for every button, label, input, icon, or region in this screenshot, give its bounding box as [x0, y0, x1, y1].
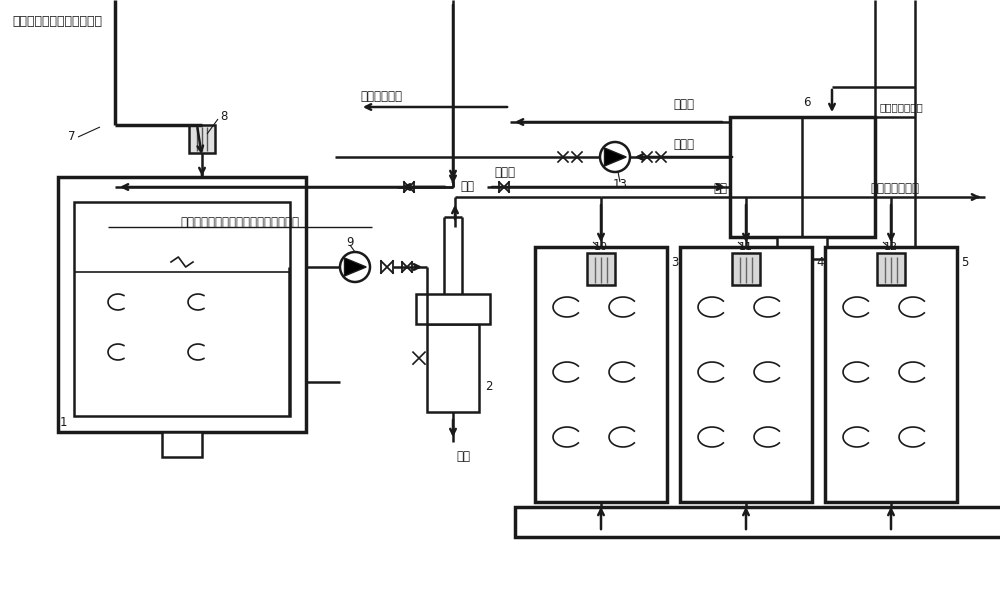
- Text: 油渣系统出水管: 油渣系统出水管: [880, 102, 924, 112]
- Bar: [535, 247, 667, 502]
- Text: 10: 10: [594, 242, 608, 252]
- Text: 7: 7: [68, 131, 76, 143]
- Bar: [825, 247, 957, 502]
- Polygon shape: [344, 258, 366, 276]
- Bar: [74, 202, 290, 416]
- Text: 5: 5: [961, 256, 968, 268]
- Text: 4: 4: [816, 256, 824, 268]
- Text: 2: 2: [485, 381, 492, 393]
- Text: 去污水处理厂: 去污水处理厂: [360, 90, 402, 104]
- Text: 沼气: 沼气: [713, 183, 727, 195]
- Text: 隔油池或气浮池排出的油渣: 隔油池或气浮池排出的油渣: [12, 15, 102, 28]
- Text: 9: 9: [346, 236, 354, 248]
- Text: 1: 1: [60, 416, 68, 429]
- Bar: [587, 253, 615, 285]
- Text: 12: 12: [884, 242, 898, 252]
- Text: 污泥管: 污泥管: [673, 138, 694, 152]
- Bar: [680, 247, 812, 502]
- Text: 6: 6: [803, 95, 811, 109]
- Text: 去沼气回收装置: 去沼气回收装置: [870, 183, 919, 195]
- Text: 上清液: 上清液: [673, 98, 694, 112]
- Text: 超越管: 超越管: [494, 166, 515, 178]
- Text: 沼气: 沼气: [460, 180, 474, 194]
- Bar: [732, 253, 760, 285]
- Polygon shape: [604, 148, 626, 166]
- Bar: [416, 294, 490, 324]
- Bar: [515, 507, 1000, 537]
- Bar: [58, 177, 306, 432]
- Text: 13: 13: [613, 178, 627, 191]
- Text: 未自污水处理系统内部的沼气收集装置: 未自污水处理系统内部的沼气收集装置: [180, 215, 300, 228]
- Bar: [427, 324, 479, 412]
- Text: 11: 11: [739, 242, 753, 252]
- Text: 8: 8: [220, 110, 227, 123]
- Text: 沼气: 沼气: [456, 450, 470, 464]
- Bar: [189, 125, 215, 153]
- Text: 3: 3: [671, 256, 678, 268]
- Bar: [162, 432, 202, 457]
- Bar: [777, 237, 827, 259]
- Bar: [877, 253, 905, 285]
- Bar: [730, 117, 875, 237]
